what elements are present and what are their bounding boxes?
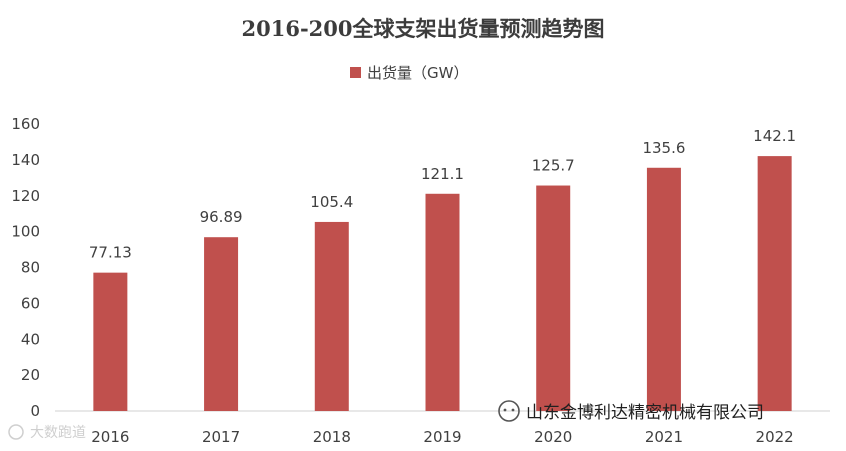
- y-tick-label: 80: [21, 259, 40, 277]
- bar-2017: [204, 237, 239, 411]
- x-tick-label-2019: 2019: [423, 428, 461, 446]
- x-axis: 2016 2017 2018 2019 2020 2021 2022: [91, 428, 793, 446]
- data-label-2016: 77.13: [89, 244, 132, 262]
- bar-2016: [93, 272, 128, 411]
- watermark-source: 山东金博利达精密机械有限公司: [498, 400, 764, 423]
- x-tick-label-2017: 2017: [202, 428, 240, 446]
- watermark-corner: 大数跑道: [8, 424, 86, 441]
- chart-title: 2016-200全球支架出货量预测趋势图: [242, 16, 605, 41]
- data-label-2022: 142.1: [753, 127, 796, 145]
- watermark-source-text: 山东金博利达精密机械有限公司: [526, 403, 764, 423]
- legend: 出货量（GW）: [350, 64, 468, 82]
- bar-series: [93, 156, 792, 411]
- y-tick-label: 60: [21, 294, 40, 312]
- watermark-corner-text: 大数跑道: [30, 425, 86, 441]
- y-tick-label: 20: [21, 366, 40, 384]
- x-tick-label-2018: 2018: [313, 428, 351, 446]
- data-label-2017: 96.89: [200, 208, 243, 226]
- data-label-2020: 125.7: [532, 157, 575, 175]
- y-axis: 0 20 40 60 80 100 120 140 160: [11, 115, 40, 420]
- x-tick-label-2021: 2021: [645, 428, 683, 446]
- data-label-2021: 135.6: [642, 139, 685, 157]
- wechat-icon-eye-left: [503, 408, 507, 412]
- watermark-logo-icon: [8, 424, 24, 440]
- bar-2021: [646, 167, 681, 411]
- bar-2022: [757, 156, 792, 411]
- wechat-icon-eye-right: [511, 408, 515, 412]
- legend-swatch: [350, 67, 361, 78]
- x-tick-label-2022: 2022: [756, 428, 794, 446]
- y-tick-label: 0: [30, 402, 40, 420]
- y-tick-label: 140: [11, 151, 40, 169]
- data-label-2019: 121.1: [421, 165, 464, 183]
- y-tick-label: 40: [21, 330, 40, 348]
- y-tick-label: 160: [11, 115, 40, 133]
- y-tick-label: 100: [11, 223, 40, 241]
- data-labels: 77.13 96.89 105.4 121.1 125.7 135.6 142.1: [89, 127, 796, 262]
- x-tick-label-2016: 2016: [91, 428, 129, 446]
- legend-label: 出货量（GW）: [367, 64, 468, 82]
- y-tick-label: 120: [11, 187, 40, 205]
- wechat-icon: [498, 400, 520, 422]
- bar-2018: [314, 221, 349, 411]
- bar-2020: [536, 185, 571, 411]
- bar-2019: [425, 193, 460, 411]
- x-tick-label-2020: 2020: [534, 428, 572, 446]
- data-label-2018: 105.4: [310, 193, 353, 211]
